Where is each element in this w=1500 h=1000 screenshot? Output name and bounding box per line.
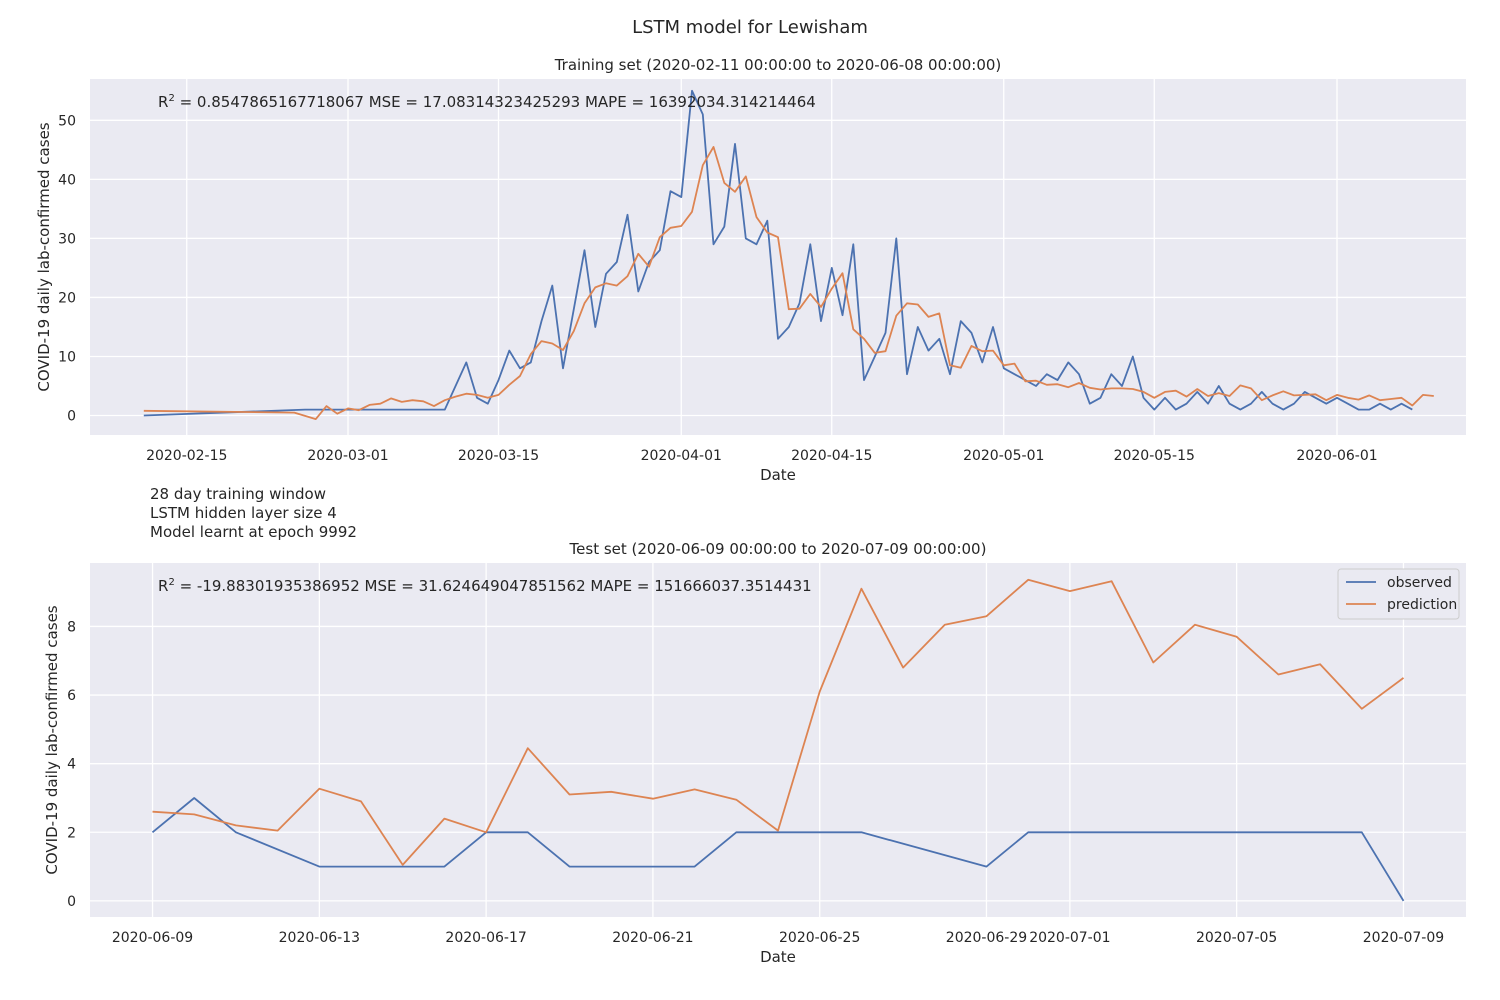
test-y-axis-label: COVID-19 daily lab-confirmed cases xyxy=(43,605,61,874)
info-hidden-size: LSTM hidden layer size 4 xyxy=(150,504,337,522)
legend-label-prediction: prediction xyxy=(1387,597,1457,613)
test-chart: 0 2 4 6 8 2020-06-09 2020-06-13 2020-06-17 2020-… xyxy=(43,540,1466,966)
training-chart: 0 10 20 30 40 50 2020-02-15 2020-03-01 2020-03-1… xyxy=(35,56,1466,484)
model-info: 28 day training window LSTM hidden layer… xyxy=(150,485,357,542)
training-x-axis-label: Date xyxy=(760,466,796,484)
x-tick-label: 2020-07-01 xyxy=(1029,930,1110,946)
x-tick-label: 2020-06-09 xyxy=(112,930,193,946)
test-plot-area xyxy=(90,563,1466,917)
x-tick-label: 2020-06-29 xyxy=(946,930,1027,946)
observed-line xyxy=(143,89,1413,417)
x-tick-label: 2020-07-09 xyxy=(1363,930,1444,946)
figure-title: LSTM model for Lewisham xyxy=(632,17,868,38)
x-tick-label: 2020-03-01 xyxy=(307,448,388,464)
info-training-window: 28 day training window xyxy=(150,485,327,503)
y-tick-label: 0 xyxy=(67,894,76,910)
y-tick-label: 20 xyxy=(58,290,76,306)
training-ticks: 0 10 20 30 40 50 2020-02-15 2020-03-01 2020-03-1… xyxy=(58,113,1378,464)
x-tick-label: 2020-06-25 xyxy=(779,930,860,946)
x-tick-label: 2020-04-15 xyxy=(791,448,872,464)
y-tick-label: 0 xyxy=(67,409,76,425)
x-tick-label: 2020-05-15 xyxy=(1114,448,1195,464)
observed-line xyxy=(151,797,1405,902)
x-tick-label: 2020-06-13 xyxy=(279,930,360,946)
y-tick-label: 8 xyxy=(67,619,76,635)
x-tick-label: 2020-06-01 xyxy=(1296,448,1377,464)
y-tick-label: 40 xyxy=(58,172,76,188)
test-ticks: 0 2 4 6 8 2020-06-09 2020-06-13 2020-06-17 2020-… xyxy=(67,619,1444,946)
y-tick-label: 4 xyxy=(67,757,76,773)
y-tick-label: 6 xyxy=(67,688,76,704)
test-metrics: R2 = -19.88301935386952 MSE = 31.6246490… xyxy=(158,577,812,595)
x-tick-label: 2020-06-17 xyxy=(445,930,526,946)
legend-label-observed: observed xyxy=(1387,575,1452,591)
x-tick-label: 2020-05-01 xyxy=(963,448,1044,464)
training-series xyxy=(143,89,1434,420)
test-series xyxy=(151,578,1405,902)
y-tick-label: 2 xyxy=(67,825,76,841)
x-tick-label: 2020-03-15 xyxy=(458,448,539,464)
legend: observed prediction xyxy=(1337,568,1460,620)
y-tick-label: 30 xyxy=(58,231,76,247)
training-plot-area xyxy=(90,79,1466,435)
y-tick-label: 50 xyxy=(58,113,76,129)
x-tick-label: 2020-02-15 xyxy=(146,448,227,464)
test-chart-title: Test set (2020-06-09 00:00:00 to 2020-07… xyxy=(569,540,987,558)
prediction-line xyxy=(143,146,1434,420)
test-x-axis-label: Date xyxy=(760,948,796,966)
training-chart-title: Training set (2020-02-11 00:00:00 to 202… xyxy=(554,56,1002,74)
x-tick-label: 2020-04-01 xyxy=(641,448,722,464)
y-tick-label: 10 xyxy=(58,349,76,365)
info-epoch: Model learnt at epoch 9992 xyxy=(150,523,357,541)
prediction-line xyxy=(152,578,1405,866)
x-tick-label: 2020-07-05 xyxy=(1196,930,1277,946)
x-tick-label: 2020-06-21 xyxy=(612,930,693,946)
training-metrics: R2 = 0.8547865167718067 MSE = 17.0831432… xyxy=(158,93,816,111)
training-y-axis-label: COVID-19 daily lab-confirmed cases xyxy=(35,122,53,391)
